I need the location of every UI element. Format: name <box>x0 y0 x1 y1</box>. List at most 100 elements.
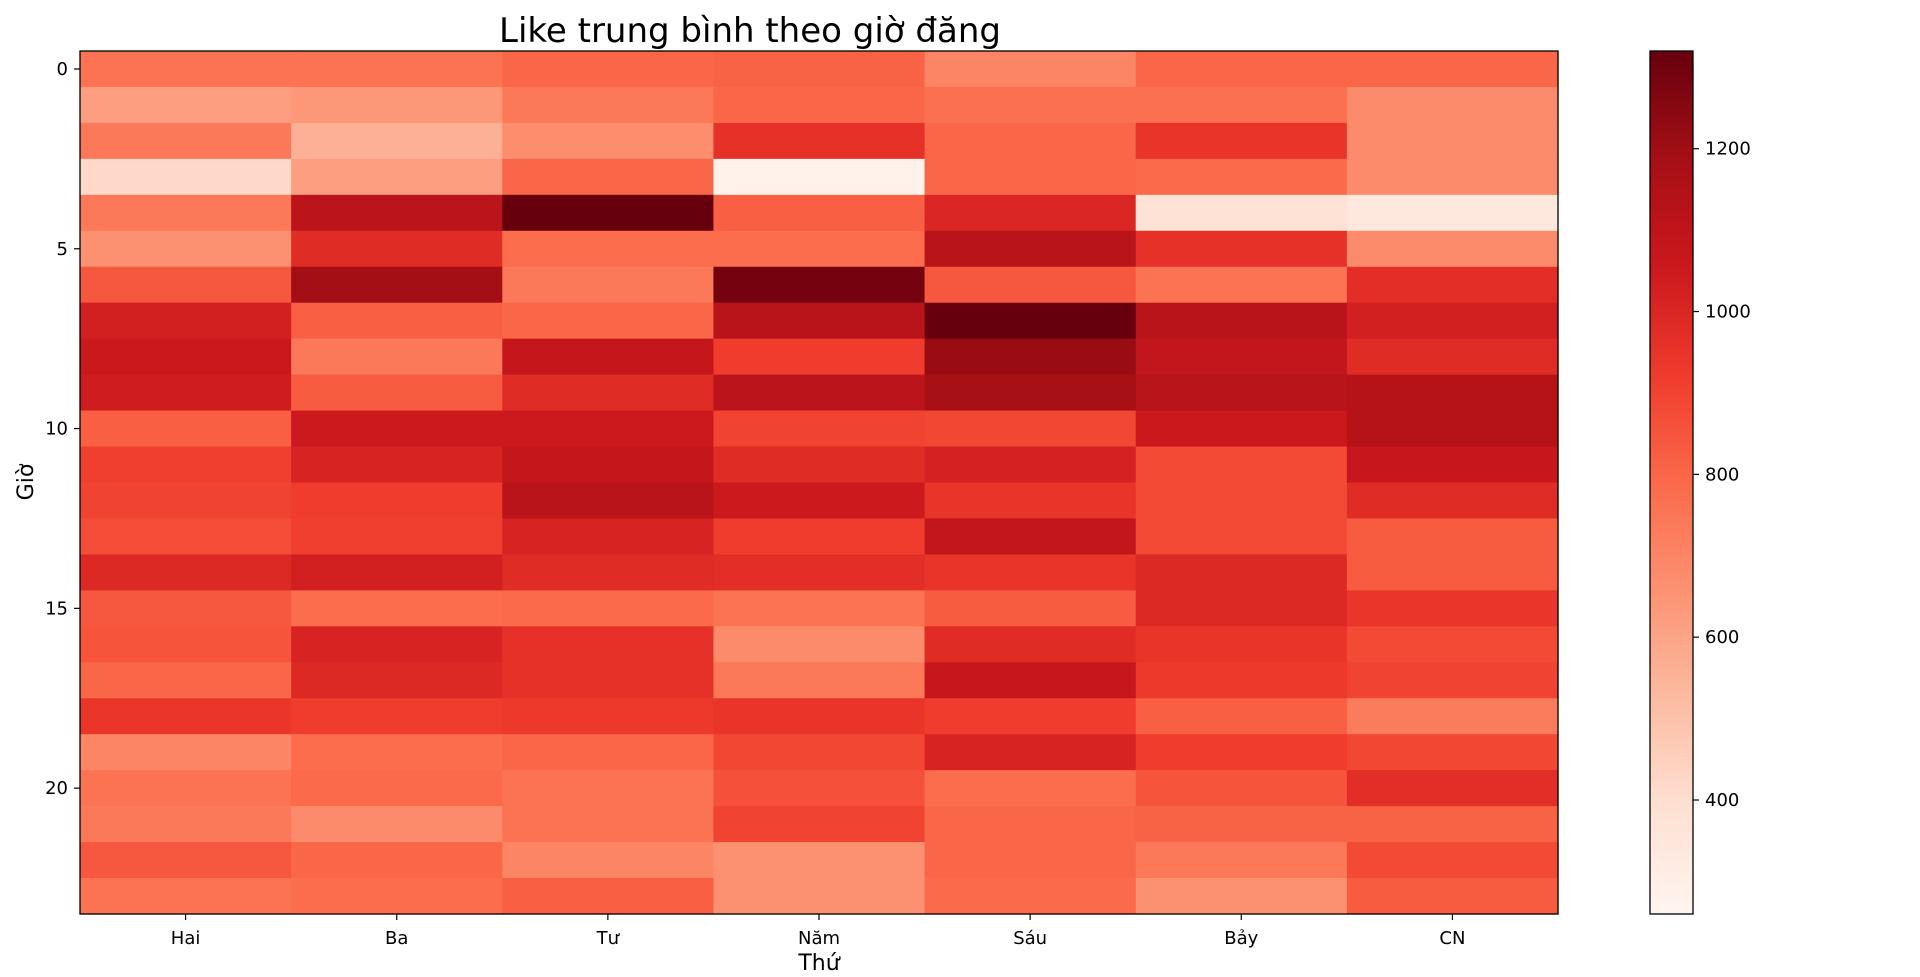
heatmap-cell <box>80 482 292 520</box>
heatmap-cell <box>502 662 715 699</box>
heatmap-cell <box>713 266 926 304</box>
heatmap-cell <box>1135 842 1348 879</box>
heatmap-cell <box>1346 158 1559 196</box>
heatmap-cell <box>80 554 292 591</box>
heatmap-cell <box>1346 51 1559 88</box>
x-tick-label: Năm <box>798 928 840 949</box>
heatmap-cell <box>80 230 292 268</box>
heatmap-cell <box>502 446 715 484</box>
heatmap-cell <box>924 734 1137 771</box>
heatmap-cell <box>291 122 503 160</box>
heatmap-cell <box>502 374 715 412</box>
heatmap-cell <box>924 338 1137 376</box>
heatmap-cell <box>713 554 926 591</box>
colorbar-tick-label: 1000 <box>1705 302 1751 323</box>
heatmap-cell <box>502 590 715 627</box>
heatmap-cell <box>1346 266 1559 304</box>
heatmap-cell <box>924 482 1137 520</box>
heatmap-cell <box>291 662 503 699</box>
heatmap-cell <box>80 878 292 915</box>
y-axis-label: Giờ <box>14 463 39 500</box>
heatmap-cell <box>80 51 292 88</box>
y-tick-label: 20 <box>45 778 68 799</box>
x-tick-label: Sáu <box>1013 928 1047 949</box>
heatmap-cell <box>80 842 292 879</box>
heatmap-cell <box>1135 338 1348 376</box>
heatmap-cell <box>80 86 292 124</box>
heatmap-cell <box>291 590 503 627</box>
heatmap-cell <box>924 590 1137 627</box>
heatmap-cell <box>502 158 715 196</box>
heatmap-cell <box>1135 806 1348 843</box>
heatmap-cell <box>1346 122 1559 160</box>
heatmap-cell <box>924 662 1137 699</box>
heatmap-cell <box>502 51 715 88</box>
heatmap-cell <box>1346 698 1559 735</box>
heatmap-cell <box>1346 806 1559 843</box>
x-tick-label: Tư <box>596 928 621 949</box>
colorbar <box>1649 50 1694 915</box>
heatmap-cell <box>291 338 503 376</box>
heatmap-cell <box>713 158 926 196</box>
heatmap-cell <box>1346 590 1559 627</box>
heatmap-cell <box>1135 482 1348 520</box>
heatmap-cell <box>1346 842 1559 879</box>
heatmap-cell <box>502 86 715 124</box>
heatmap-cell <box>80 374 292 412</box>
heatmap-cell <box>1346 374 1559 412</box>
heatmap-cell <box>713 122 926 160</box>
heatmap-cell <box>1346 410 1559 448</box>
heatmap-cell <box>1135 410 1348 448</box>
heatmap-cell <box>291 518 503 556</box>
colorbar-ticks: 400 600 800 1000 1200 <box>1693 139 1751 811</box>
heatmap-cell <box>291 446 503 484</box>
heatmap-cell <box>713 338 926 376</box>
y-tick-label: 15 <box>45 598 68 619</box>
heatmap-cell <box>1135 122 1348 160</box>
heatmap-cell <box>1346 482 1559 520</box>
heatmap-cell <box>291 482 503 520</box>
heatmap-cell <box>291 51 503 88</box>
heatmap-cell <box>502 410 715 448</box>
heatmap-cell <box>80 302 292 340</box>
heatmap-cell <box>291 842 503 879</box>
heatmap-cell <box>1135 230 1348 268</box>
heatmap-cell <box>713 698 926 735</box>
heatmap-cells <box>80 51 1559 915</box>
heatmap-cell <box>80 446 292 484</box>
heatmap-cell <box>1346 230 1559 268</box>
heatmap-cell <box>502 554 715 591</box>
heatmap-cell <box>291 410 503 448</box>
heatmap-cell <box>924 554 1137 591</box>
heatmap-cell <box>924 698 1137 735</box>
heatmap-cell <box>502 878 715 915</box>
heatmap-cell <box>1135 266 1348 304</box>
heatmap-cell <box>1135 698 1348 735</box>
heatmap-cell <box>924 806 1137 843</box>
heatmap-cell <box>924 842 1137 879</box>
heatmap-cell <box>291 878 503 915</box>
heatmap-cell <box>1346 194 1559 232</box>
heatmap-cell <box>924 158 1137 196</box>
y-tick-label: 5 <box>57 239 68 260</box>
heatmap-cell <box>713 626 926 663</box>
heatmap-cell <box>1135 662 1348 699</box>
heatmap-cell <box>713 806 926 843</box>
heatmap-cell <box>291 86 503 124</box>
heatmap-cell <box>502 518 715 556</box>
heatmap-cell <box>502 230 715 268</box>
heatmap-cell <box>80 662 292 699</box>
heatmap-cell <box>924 230 1137 268</box>
heatmap-cell <box>80 770 292 807</box>
heatmap-cell <box>502 194 715 232</box>
x-tick-label: Bảy <box>1224 928 1258 949</box>
heatmap-cell <box>713 518 926 556</box>
heatmap-cell <box>502 122 715 160</box>
heatmap-cell <box>924 374 1137 412</box>
heatmap-cell <box>80 518 292 556</box>
heatmap-cell <box>1135 158 1348 196</box>
heatmap-cell <box>713 374 926 412</box>
heatmap-cell <box>502 338 715 376</box>
heatmap-cell <box>1135 878 1348 915</box>
heatmap-cell <box>924 86 1137 124</box>
